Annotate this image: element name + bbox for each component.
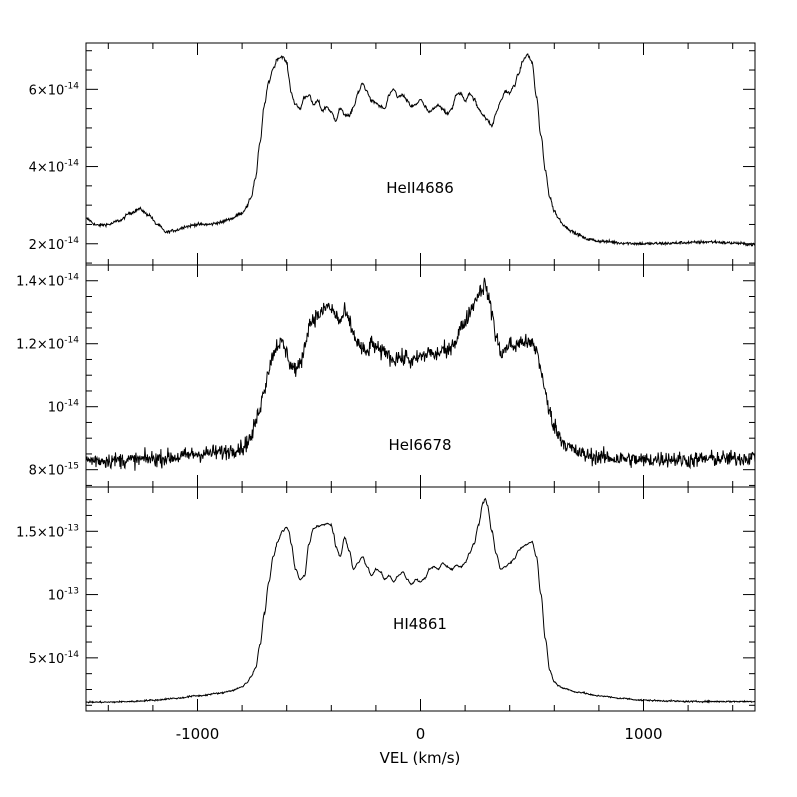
y-tick-exponent: -14 xyxy=(64,336,79,346)
panel-label: HI4861 xyxy=(393,615,447,633)
y-tick-mantissa: 5× xyxy=(29,652,48,667)
x-tick-label: 0 xyxy=(416,725,426,743)
y-tick-base: 10 xyxy=(48,401,65,416)
y-tick-exponent: -13 xyxy=(64,523,79,533)
panel-frame xyxy=(85,486,756,712)
y-tick-label: 5×10-14 xyxy=(29,650,80,667)
y-tick-base: 10 xyxy=(48,161,65,176)
spectrum-line-HI4861 xyxy=(85,497,756,704)
panel-label: HeI6678 xyxy=(388,436,451,454)
y-tick-label: 1.5×10-13 xyxy=(16,523,79,540)
y-tick-exponent: -14 xyxy=(64,159,79,169)
y-tick-exponent: -14 xyxy=(64,650,79,660)
panels-group: 2×10-144×10-146×10-14HeII46868×10-1510-1… xyxy=(16,42,756,743)
y-tick-label: 8×10-15 xyxy=(29,462,79,479)
y-tick-base: 10 xyxy=(48,238,65,253)
y-tick-label: 1.2×10-14 xyxy=(16,336,79,353)
spectrum-line-HeI6678 xyxy=(85,277,756,471)
y-tick-label: 10-14 xyxy=(48,399,80,416)
panel-frame xyxy=(85,42,756,266)
y-tick-mantissa: 1.2× xyxy=(16,338,48,353)
y-tick-exponent: -14 xyxy=(64,273,79,283)
y-tick-mantissa: 6× xyxy=(29,83,48,98)
y-tick-mantissa: 4× xyxy=(29,161,48,176)
y-tick-exponent: -15 xyxy=(64,462,79,472)
x-tick-label: 1000 xyxy=(624,725,662,743)
y-tick-mantissa: 1.5× xyxy=(16,525,48,540)
y-tick-base: 10 xyxy=(48,338,65,353)
y-tick-base: 10 xyxy=(48,83,65,98)
y-tick-base: 10 xyxy=(48,464,65,479)
x-tick-label: -1000 xyxy=(176,725,220,743)
spectrum-line-HeII4686 xyxy=(85,53,756,247)
y-tick-label: 1.4×10-14 xyxy=(16,273,79,290)
y-tick-mantissa: 2× xyxy=(29,238,48,253)
y-tick-base: 10 xyxy=(48,652,65,667)
y-tick-label: 2×10-14 xyxy=(29,236,80,253)
y-tick-exponent: -14 xyxy=(64,236,79,246)
y-tick-base: 10 xyxy=(48,275,65,290)
y-tick-exponent: -14 xyxy=(64,399,79,409)
y-tick-base: 10 xyxy=(48,525,65,540)
y-tick-mantissa: 8× xyxy=(29,464,48,479)
x-axis-label: VEL (km/s) xyxy=(380,749,461,767)
y-tick-mantissa: 1.4× xyxy=(16,275,48,290)
y-tick-exponent: -13 xyxy=(64,587,79,597)
y-tick-label: 10-13 xyxy=(48,587,79,604)
y-tick-base: 10 xyxy=(48,589,65,604)
y-tick-label: 6×10-14 xyxy=(29,81,80,98)
y-tick-label: 4×10-14 xyxy=(29,159,80,176)
y-tick-exponent: -14 xyxy=(64,81,79,91)
panel-label: HeII4686 xyxy=(386,179,454,197)
